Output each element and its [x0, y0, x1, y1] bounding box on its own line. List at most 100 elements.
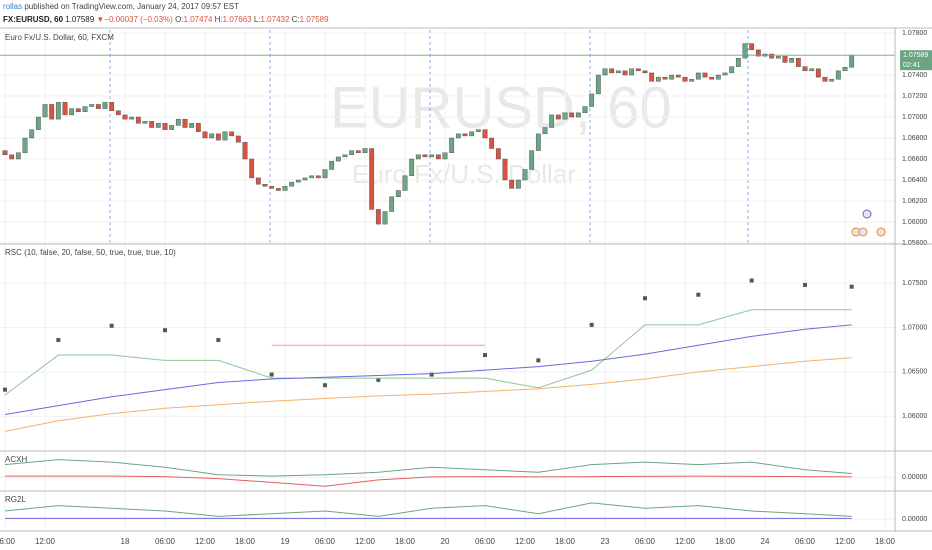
marker — [536, 358, 541, 363]
candle — [589, 93, 595, 107]
arrow: ▼ — [96, 15, 104, 24]
candle — [702, 72, 708, 78]
candle — [695, 72, 701, 80]
x-tick-label: 18:00 — [395, 537, 416, 546]
candle — [122, 114, 128, 120]
candle — [335, 156, 341, 162]
candle — [635, 68, 641, 72]
marker — [803, 282, 807, 287]
candle — [309, 175, 315, 179]
watermark-subtitle: Euro Fx/U.S. Dollar — [352, 159, 576, 189]
candle — [755, 49, 761, 57]
candle — [615, 70, 621, 74]
candle — [462, 133, 468, 137]
candle — [89, 104, 95, 107]
pane-title: RSC (10, false, 20, false, 50, true, tru… — [5, 248, 176, 257]
candle — [622, 70, 628, 76]
candle — [735, 58, 741, 67]
candle — [49, 104, 55, 120]
price-label-box — [900, 50, 932, 71]
event-icon[interactable] — [876, 227, 886, 237]
candle — [769, 53, 775, 59]
candle — [395, 190, 401, 198]
candle — [315, 175, 321, 179]
candle — [789, 58, 795, 63]
ohlc-key: C: — [292, 15, 300, 24]
candle — [662, 76, 668, 80]
candle — [242, 142, 248, 160]
candle — [815, 68, 821, 78]
candle — [35, 116, 41, 130]
candle — [82, 106, 88, 112]
candle — [442, 152, 448, 160]
x-tick-label: 06:00 — [315, 537, 336, 546]
pane-title: Euro Fx/U.S. Dollar, 60, FXCM — [5, 33, 114, 42]
candle — [375, 209, 381, 225]
candle — [169, 125, 175, 130]
candle — [175, 118, 181, 126]
event-icon[interactable] — [862, 209, 872, 219]
candle — [849, 54, 855, 68]
event-icon[interactable] — [858, 227, 868, 237]
ohlc-key: H: — [215, 15, 223, 24]
candle — [189, 123, 195, 128]
candle — [455, 133, 461, 139]
candle — [842, 67, 848, 72]
candle — [555, 114, 561, 120]
x-tick-label: 12:00 — [35, 537, 56, 546]
candle — [349, 150, 355, 156]
x-tick-label: 12:00 — [355, 537, 376, 546]
candle — [115, 110, 121, 116]
candle — [595, 74, 601, 95]
candle — [729, 66, 735, 74]
candle — [402, 175, 408, 191]
author[interactable]: rollas — [3, 2, 22, 11]
candle — [195, 123, 201, 132]
candle — [675, 74, 681, 78]
candle — [329, 160, 335, 170]
y-tick-label: 1.07800 — [902, 30, 927, 37]
candle — [355, 150, 361, 153]
candle — [422, 154, 428, 158]
marker — [269, 372, 274, 377]
symbol-line: FX:EURUSD, 60 1.07589 ▼−0.00037 (−0.03%)… — [3, 15, 329, 24]
x-tick-label: 18 — [121, 537, 130, 546]
published: published on TradingView.com, January 24… — [24, 2, 239, 11]
candle — [142, 121, 148, 124]
price: 1.07589 — [65, 15, 94, 24]
candle — [275, 188, 281, 191]
candle — [715, 74, 721, 80]
x-tick-label: 06:00 — [0, 537, 16, 546]
candle — [642, 70, 648, 74]
candle — [655, 76, 661, 82]
candle — [262, 184, 268, 187]
candle — [475, 129, 481, 132]
candle — [802, 66, 808, 72]
candle — [302, 177, 308, 181]
ohlc-value: 1.07432 — [261, 15, 290, 24]
x-tick-label: 06:00 — [155, 537, 176, 546]
candle — [835, 70, 841, 80]
x-tick-label: 18:00 — [875, 537, 896, 546]
y-tick-label: 0.00000 — [902, 516, 927, 523]
marker — [163, 328, 167, 333]
candle — [449, 137, 455, 153]
x-tick-label: 06:00 — [475, 537, 496, 546]
candle — [269, 186, 275, 189]
marker — [323, 383, 327, 388]
candle — [569, 112, 575, 118]
candle — [415, 154, 421, 160]
ohlc-value: 1.07474 — [184, 15, 213, 24]
candle — [75, 108, 81, 112]
candle — [582, 106, 588, 114]
candle — [682, 76, 688, 82]
candle — [515, 179, 521, 189]
candle — [29, 129, 35, 139]
marker — [483, 353, 487, 358]
series-line — [4, 357, 852, 432]
candle — [709, 76, 715, 80]
candle — [529, 150, 535, 170]
series-line — [4, 324, 852, 415]
ohlc-key: O: — [175, 15, 183, 24]
y-tick-label: 1.07000 — [902, 324, 927, 331]
